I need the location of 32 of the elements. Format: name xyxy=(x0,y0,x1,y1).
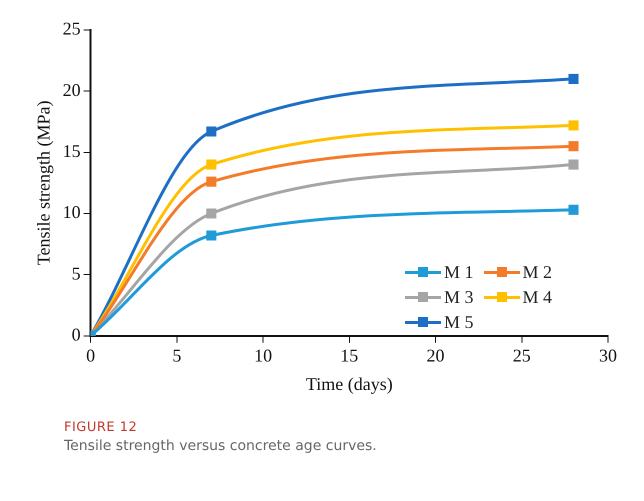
text: Tensile strength versus concrete age curves. xyxy=(64,438,378,454)
point xyxy=(568,141,579,152)
point xyxy=(568,204,579,215)
x-tick-label: 30 xyxy=(599,345,617,366)
point xyxy=(206,208,216,219)
x-tick-label: 25 xyxy=(512,345,531,366)
y-tick-label: 5 xyxy=(72,263,81,284)
y-tick-label: 0 xyxy=(72,324,81,345)
point xyxy=(206,160,216,170)
y-tick-label: 20 xyxy=(62,80,81,100)
point xyxy=(568,74,579,84)
legend-label: M 1 xyxy=(444,262,474,283)
x-tick-label: 20 xyxy=(426,345,445,366)
legend-label: M 4 xyxy=(522,287,552,308)
x-tick-label: 0 xyxy=(86,345,96,366)
y-tick-label: 10 xyxy=(62,202,81,222)
x-tick-label: 10 xyxy=(254,345,272,366)
legend-label: M 5 xyxy=(444,312,474,333)
point xyxy=(568,160,579,170)
caption: FIGURE 12 xyxy=(64,420,138,435)
point xyxy=(206,230,216,241)
legend-label: M 2 xyxy=(522,262,552,283)
x-tick-label: 5 xyxy=(172,345,182,366)
legend-label: M 3 xyxy=(444,287,474,308)
x-tick-label: 15 xyxy=(340,345,358,366)
point xyxy=(206,126,216,137)
point xyxy=(206,176,216,187)
point xyxy=(568,120,579,130)
y-axis-title: Tensile strength (MPa) xyxy=(34,100,54,266)
y-tick-label: 25 xyxy=(62,18,81,39)
x-axis-title: Time (days) xyxy=(306,374,393,394)
y-tick-label: 15 xyxy=(62,141,81,162)
